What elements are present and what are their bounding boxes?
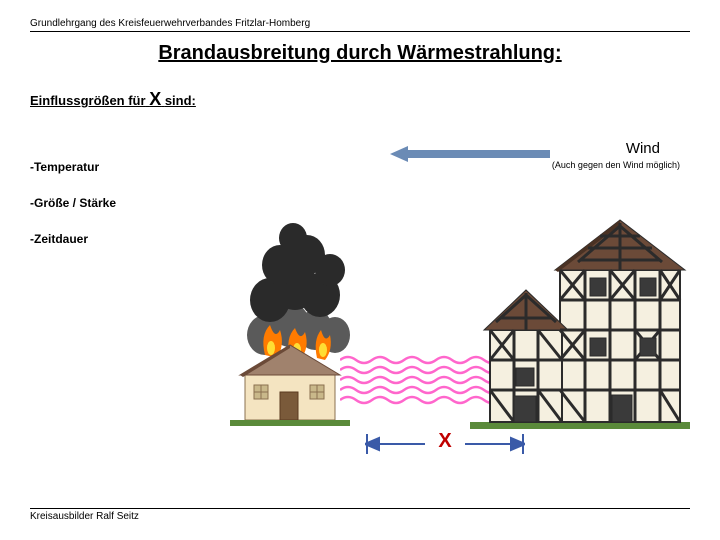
subheading-suffix: sind: bbox=[165, 93, 196, 108]
burning-house-icon bbox=[230, 340, 350, 430]
wind-label: Wind bbox=[626, 140, 660, 157]
page-title: Brandausbreitung durch Wärmestrahlung: bbox=[30, 42, 690, 65]
page-header: Grundlehrgang des Kreisfeuerwehrverbande… bbox=[30, 18, 690, 29]
subheading-variable: X bbox=[149, 89, 161, 109]
footer-text: Kreisausbilder Ralf Seitz bbox=[30, 511, 690, 522]
timber-house-icon bbox=[470, 200, 690, 430]
fire-spread-diagram: Wind (Auch gegen den Wind möglich) bbox=[220, 140, 690, 470]
subheading: Einflussgrößen für X sind: bbox=[30, 89, 690, 110]
page-footer: Kreisausbilder Ralf Seitz bbox=[30, 508, 690, 522]
wind-sublabel: (Auch gegen den Wind möglich) bbox=[552, 160, 680, 170]
distance-x-marker: X bbox=[365, 430, 525, 463]
subheading-prefix: Einflussgrößen für bbox=[30, 93, 146, 108]
footer-rule bbox=[30, 508, 690, 509]
wind-arrow-icon bbox=[390, 146, 550, 162]
header-rule bbox=[30, 31, 690, 32]
distance-x-label: X bbox=[438, 430, 451, 452]
